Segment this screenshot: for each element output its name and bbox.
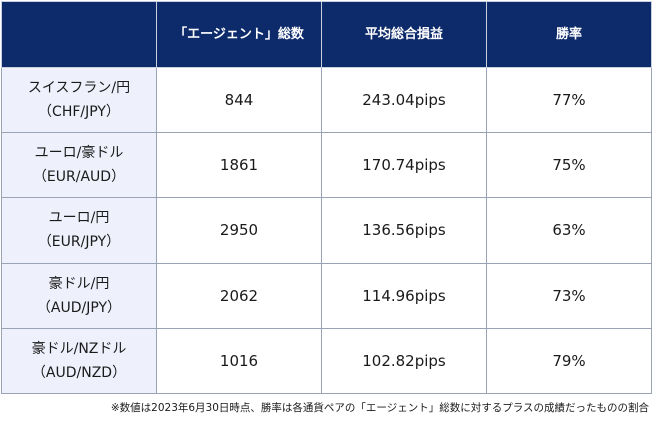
pair-code: （AUD/JPY） — [36, 299, 122, 316]
header-average-pnl: 平均総合損益 — [321, 1, 487, 68]
win-rate-cell: 75% — [486, 132, 652, 199]
average-pnl-cell: 170.74pips — [321, 132, 487, 199]
agent-count-cell: 2950 — [156, 197, 322, 264]
pair-name: ユーロ/豪ドル — [34, 145, 124, 162]
win-rate-cell: 77% — [486, 66, 652, 134]
win-rate-cell: 63% — [486, 197, 652, 264]
header-win-rate: 勝率 — [486, 1, 652, 68]
pair-code: （CHF/JPY） — [38, 104, 120, 121]
average-pnl-cell: 243.04pips — [321, 66, 487, 134]
pair-name: 豪ドル/NZドル — [31, 340, 127, 357]
win-rate-cell: 73% — [486, 262, 652, 329]
agent-count-cell: 844 — [156, 66, 322, 134]
win-rate-cell: 79% — [486, 327, 652, 395]
table-row: スイスフラン/円 （CHF/JPY） 844 243.04pips 77% — [1, 66, 652, 134]
row-pair-cell: スイスフラン/円 （CHF/JPY） — [1, 66, 157, 134]
footnote: ※数値は2023年6月30日時点、勝率は各通貨ペアの「エージェント」総数に対する… — [110, 402, 649, 414]
agent-count-cell: 2062 — [156, 262, 322, 329]
agent-count-cell: 1861 — [156, 132, 322, 199]
row-pair-cell: 豪ドル/NZドル （AUD/NZD） — [1, 327, 157, 395]
pair-name: 豪ドル/円 — [48, 275, 110, 292]
average-pnl-cell: 136.56pips — [321, 197, 487, 264]
pair-code: （AUD/NZD） — [31, 364, 127, 381]
pair-name: スイスフラン/円 — [27, 80, 131, 97]
table-row: ユーロ/円 （EUR/JPY） 2950 136.56pips 63% — [1, 197, 652, 264]
table-row: 豪ドル/NZドル （AUD/NZD） 1016 102.82pips 79% — [1, 327, 652, 395]
header-row: 「エージェント」総数 平均総合損益 勝率 — [1, 1, 652, 68]
average-pnl-cell: 102.82pips — [321, 327, 487, 395]
table-row: ユーロ/豪ドル （EUR/AUD） 1861 170.74pips 75% — [1, 132, 652, 199]
pair-name: ユーロ/円 — [48, 210, 110, 227]
pair-code: （EUR/JPY） — [37, 234, 121, 251]
currency-pair-table: 「エージェント」総数 平均総合損益 勝率 スイスフラン/円 （CHF/JPY） … — [1, 1, 652, 395]
header-corner-cell — [1, 1, 157, 68]
row-pair-cell: 豪ドル/円 （AUD/JPY） — [1, 262, 157, 329]
agent-count-cell: 1016 — [156, 327, 322, 395]
pair-code: （EUR/AUD） — [32, 169, 126, 186]
row-pair-cell: ユーロ/円 （EUR/JPY） — [1, 197, 157, 264]
average-pnl-cell: 114.96pips — [321, 262, 487, 329]
row-pair-cell: ユーロ/豪ドル （EUR/AUD） — [1, 132, 157, 199]
table-body: スイスフラン/円 （CHF/JPY） 844 243.04pips 77% ユー… — [1, 66, 652, 395]
header-agent-count: 「エージェント」総数 — [156, 1, 322, 68]
table-row: 豪ドル/円 （AUD/JPY） 2062 114.96pips 73% — [1, 262, 652, 329]
table-header: 「エージェント」総数 平均総合損益 勝率 — [1, 1, 652, 68]
